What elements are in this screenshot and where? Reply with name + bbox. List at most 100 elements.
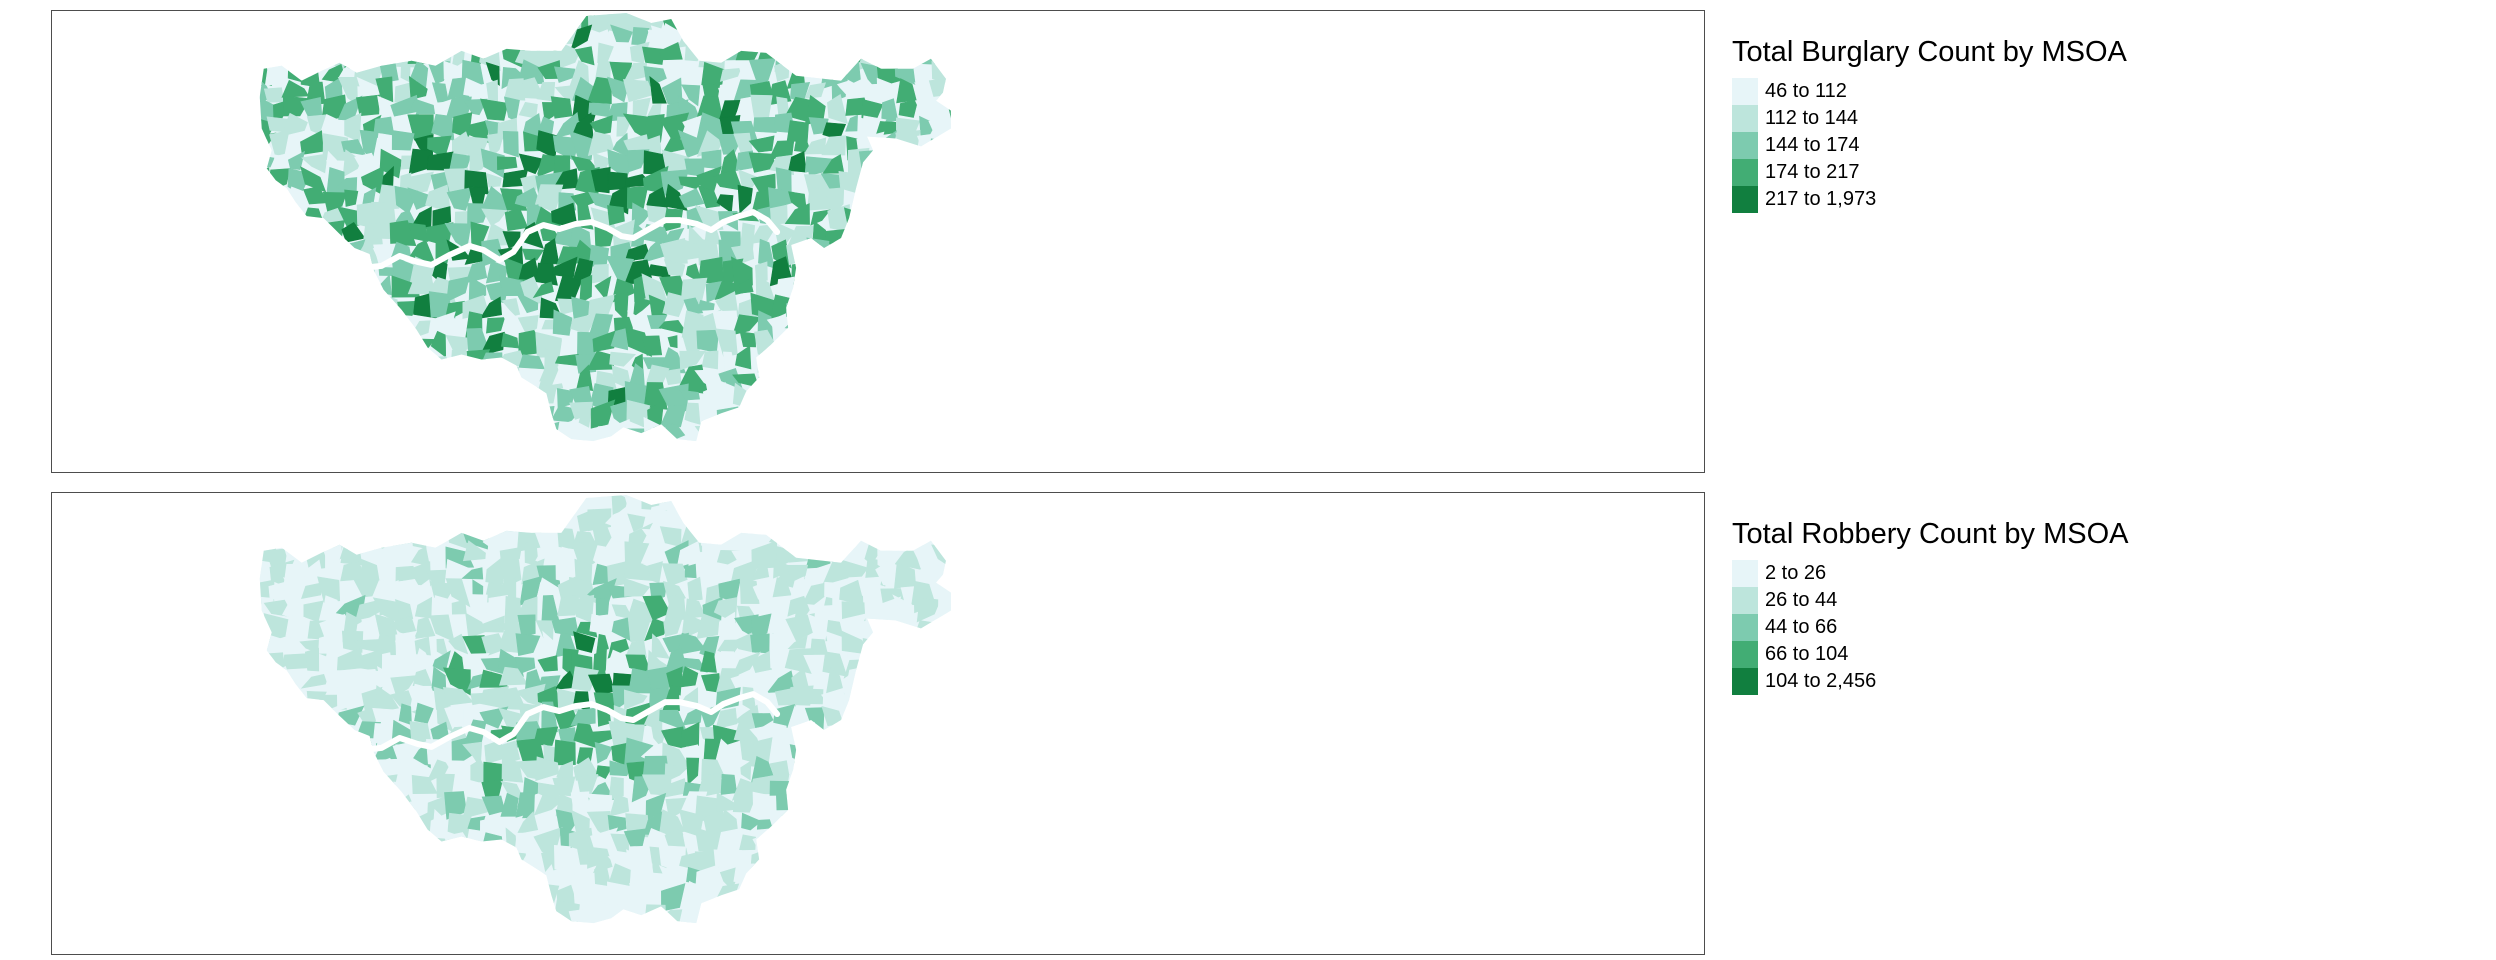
msoa-area [687, 880, 703, 903]
msoa-area [663, 614, 684, 637]
msoa-area [820, 687, 845, 710]
msoa-area [909, 530, 934, 543]
msoa-area [895, 130, 921, 152]
msoa-area [514, 290, 539, 314]
msoa-area [842, 702, 866, 727]
msoa-area [522, 248, 545, 261]
msoa-area [700, 524, 716, 546]
msoa-area [480, 507, 511, 530]
msoa-area [539, 31, 558, 54]
msoa-area [681, 84, 701, 107]
msoa-area [338, 527, 366, 550]
msoa-area [810, 209, 831, 226]
msoa-area [609, 760, 633, 777]
msoa-area [772, 703, 796, 729]
msoa-area [609, 793, 630, 817]
msoa-area [259, 63, 272, 87]
msoa-area [658, 403, 687, 429]
msoa-area [786, 543, 811, 563]
msoa-area [792, 276, 816, 300]
msoa-area [514, 656, 536, 675]
msoa-area [507, 851, 527, 873]
msoa-area [443, 511, 470, 535]
msoa-area [773, 329, 795, 348]
msoa-area [259, 615, 270, 642]
legend-item: 26 to 44 [1732, 587, 2129, 614]
msoa-area [687, 576, 703, 602]
msoa-area [661, 883, 686, 912]
msoa-area [379, 148, 402, 179]
msoa-area [624, 577, 651, 597]
msoa-area [769, 780, 798, 796]
msoa-area [755, 601, 774, 615]
msoa-area [285, 614, 310, 641]
legend-label: 2 to 26 [1765, 562, 1827, 584]
msoa-area [663, 437, 690, 442]
msoa-area [733, 863, 755, 884]
msoa-area [375, 559, 398, 581]
msoa-area [500, 740, 521, 764]
msoa-area [533, 794, 564, 816]
legend-label: 46 to 112 [1765, 80, 1847, 102]
msoa-area [786, 296, 810, 317]
legend-item: 217 to 1,973 [1732, 186, 2127, 213]
msoa-area [752, 575, 780, 600]
msoa-area [750, 29, 781, 54]
msoa-area [515, 633, 541, 656]
msoa-area [831, 240, 846, 262]
msoa-area [589, 613, 612, 636]
msoa-area [344, 43, 361, 70]
msoa-area [626, 149, 650, 173]
msoa-area [786, 755, 815, 784]
msoa-area [930, 94, 951, 117]
msoa-area [916, 132, 941, 157]
msoa-area [731, 243, 755, 265]
msoa-area [696, 329, 720, 353]
legend-swatch [1732, 614, 1758, 641]
msoa-area [875, 47, 904, 69]
legend-label: 104 to 2,456 [1765, 670, 1877, 692]
msoa-area [698, 886, 716, 907]
msoa-area [463, 77, 487, 99]
msoa-area [341, 630, 364, 653]
msoa-area [587, 76, 612, 105]
msoa-area [702, 381, 726, 412]
msoa-area [825, 630, 848, 660]
msoa-area [857, 576, 882, 602]
msoa-area [559, 443, 578, 455]
msoa-area [431, 356, 451, 372]
msoa-area [336, 692, 362, 712]
msoa-area [571, 666, 599, 692]
msoa-area [803, 562, 834, 580]
msoa-area [389, 524, 418, 546]
msoa-area [843, 207, 868, 233]
msoa-area [610, 24, 633, 43]
msoa-area [408, 171, 434, 195]
msoa-area [468, 653, 490, 671]
msoa-area [561, 546, 577, 567]
msoa-area [712, 49, 741, 61]
legend-swatch [1732, 641, 1758, 668]
msoa-area [648, 294, 668, 322]
msoa-area [463, 98, 488, 116]
msoa-area [739, 834, 756, 851]
msoa-area [878, 619, 904, 640]
msoa-area [590, 399, 616, 429]
msoa-area [751, 505, 775, 532]
msoa-area [748, 135, 775, 153]
msoa-area [607, 814, 627, 834]
msoa-area [406, 42, 436, 64]
msoa-area [300, 672, 330, 689]
msoa-area [793, 720, 816, 749]
msoa-area [503, 24, 525, 46]
msoa-area [735, 345, 752, 370]
msoa-area [949, 605, 951, 625]
msoa-area [524, 381, 541, 410]
msoa-area [681, 657, 708, 673]
msoa-area [806, 237, 830, 263]
msoa-area [551, 256, 578, 278]
msoa-area [415, 616, 436, 639]
msoa-area [876, 596, 902, 623]
msoa-area [467, 203, 491, 225]
msoa-area [359, 669, 379, 686]
